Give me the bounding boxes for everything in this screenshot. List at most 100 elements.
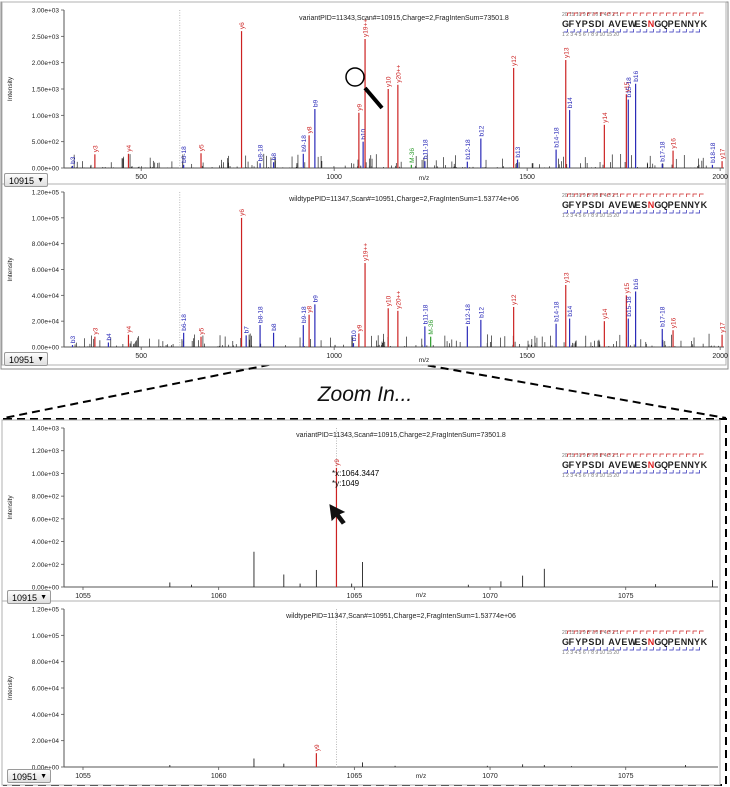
x-tick-label: 1075	[618, 773, 634, 780]
peak-label: b15-18	[626, 77, 633, 98]
b-coverage-mark	[689, 210, 694, 214]
sequence-annotation: 20 15 10 9 8 7 6 5 4 3 2 1G F Y P S D I A V E WE S N…	[562, 453, 708, 479]
y-coverage-mark	[587, 193, 592, 197]
y-coverage-mark	[620, 453, 625, 457]
chart-panel	[1, 600, 721, 786]
b-coverage-mark	[629, 210, 634, 214]
chart-title: variantPID=11343,Scan#=10915,Charge=2,Fr…	[296, 432, 506, 439]
y-tick-label: 1.00e+05	[32, 215, 60, 222]
sequence-letter: S	[588, 200, 594, 210]
sequence-letter: A	[608, 19, 615, 29]
y-tick-label: 8.00e+04	[32, 241, 60, 248]
sequence-letter: G	[562, 460, 569, 470]
peak-label: b8	[271, 153, 278, 161]
y-coverage-mark	[692, 12, 697, 16]
peak-label: b16	[633, 278, 640, 289]
b-coverage-mark	[656, 210, 661, 214]
sequence-letter: P	[582, 460, 588, 470]
x-tick-label: 1065	[347, 773, 363, 780]
sequence-letter: D	[595, 460, 602, 470]
peak-label: b15-18	[626, 296, 633, 317]
y-coverage-mark	[600, 630, 605, 634]
sequence-letter: P	[668, 200, 674, 210]
b-coverage-mark	[596, 470, 601, 474]
b-coverage-mark	[583, 210, 588, 214]
y-tick-label: 1.20e+05	[32, 190, 60, 197]
b-coverage-mark	[563, 29, 568, 33]
peak-label: y9	[314, 744, 321, 751]
b-coverage-mark	[669, 647, 674, 651]
chart-top-wildtype: 0.00e+00 2.00e+04 4.00e+04 6.00e+04 8.00e+04…	[1, 183, 728, 366]
b-coverage-mark	[629, 647, 634, 651]
peak-label: b10	[351, 330, 358, 341]
y-coverage-mark	[567, 12, 572, 16]
y-coverage-mark	[646, 193, 651, 197]
peak-label: y15	[624, 81, 631, 92]
y-coverage-mark	[613, 453, 618, 457]
b-coverage-mark	[623, 647, 628, 651]
y-coverage-mark	[639, 193, 645, 197]
sequence-letter: Y	[694, 637, 700, 647]
b-coverage-mark	[609, 29, 615, 33]
peak-label: b14	[567, 97, 574, 108]
y-tick-label: 8.00e+04	[32, 659, 60, 666]
sequence-letter: W	[628, 200, 637, 210]
sequence-letter: E	[635, 637, 641, 647]
b-coverage-mark	[656, 470, 661, 474]
y-tick-label: 6.00e+04	[32, 686, 60, 693]
x-tick-label: 2000	[712, 353, 728, 360]
b-coverage-mark	[689, 470, 694, 474]
peak-label: b11-18	[422, 139, 429, 159]
sequence-letter: W	[628, 637, 637, 647]
b-coverage-mark	[563, 470, 568, 474]
y-tick-label: 1.00e+05	[32, 633, 60, 640]
peak-label: y6	[239, 209, 246, 216]
sequence-bottom-numbers: 1 2 3 4 5 6 7 8 9 10 15 20	[562, 473, 619, 479]
y-tick-label: 1.50e+03	[32, 87, 60, 94]
magnifier-icon	[345, 67, 384, 110]
y-coverage-mark	[639, 453, 645, 457]
tooltip-x: *x:1064.3447	[332, 469, 380, 478]
b-coverage-mark	[656, 29, 661, 33]
sequence-letter: V	[615, 637, 621, 647]
y-coverage-mark	[659, 453, 664, 457]
scan-select-zoom-variant[interactable]: 10915 ▼	[7, 590, 51, 604]
y-tick-label: 3.00e+03	[32, 8, 60, 15]
peak-label: b16	[633, 71, 640, 82]
b-coverage-mark	[649, 647, 654, 651]
x-tick-label: 2000	[712, 174, 728, 181]
b-coverage-mark	[695, 29, 700, 33]
sequence-letter: Q	[661, 19, 668, 29]
sequence-letter: G	[654, 200, 661, 210]
sequence-annotation: 20 15 10 9 8 7 6 5 4 3 2 1G F Y P S D I A V E WE S N…	[562, 193, 708, 219]
sequence-letter: S	[641, 637, 647, 647]
y-coverage-mark	[666, 630, 671, 634]
peak-label: b9-18	[301, 135, 308, 152]
scan-select-top-wildtype[interactable]: 10951 ▼	[4, 352, 48, 366]
scan-select-top-variant[interactable]: 10915 ▼	[4, 173, 48, 187]
scan-select-zoom-wildtype[interactable]: 10951 ▼	[7, 769, 51, 783]
sequence-letter: F	[569, 460, 575, 470]
sequence-letter: F	[569, 637, 575, 647]
zoom-label: Zoom In...	[317, 383, 413, 406]
sequence-letter: E	[674, 19, 680, 29]
b-coverage-mark	[669, 29, 674, 33]
y-coverage-mark	[606, 453, 612, 457]
peak-label: y17	[720, 148, 727, 159]
sequence-letter: E	[621, 200, 627, 210]
sequence-letter: Y	[694, 460, 700, 470]
peak-label: y12	[511, 55, 518, 66]
peak-label: b8	[271, 323, 278, 331]
y-coverage-mark	[573, 193, 579, 197]
peak-label: y20++	[395, 65, 402, 83]
sequence-letter: Y	[575, 200, 581, 210]
chart-top-variant: 0.00e+00 5.00e+02 1.00e+03 1.50e+03 2.00e+03…	[1, 1, 728, 187]
b-coverage-mark	[669, 470, 674, 474]
y-coverage-mark	[573, 12, 579, 16]
y-coverage-mark	[633, 630, 638, 634]
y-coverage-mark	[606, 193, 612, 197]
b-coverage-mark	[570, 29, 575, 33]
y-coverage-mark	[692, 453, 697, 457]
y-coverage-mark	[672, 12, 678, 16]
b-coverage-mark	[570, 210, 575, 214]
